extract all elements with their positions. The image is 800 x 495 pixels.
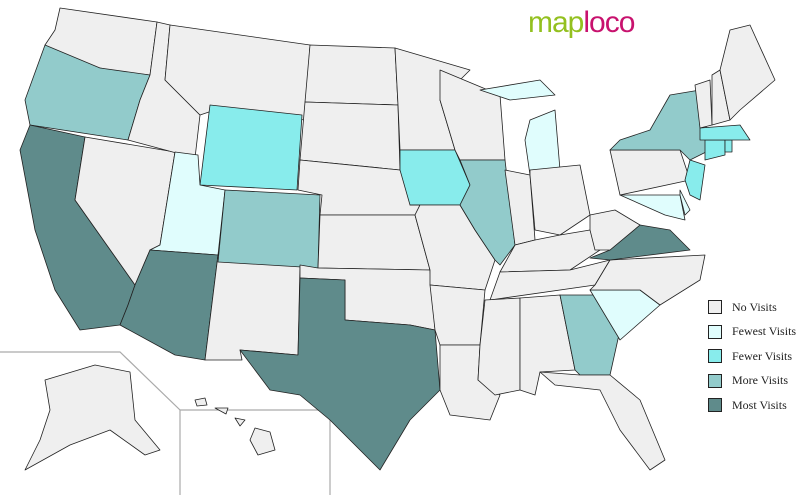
hawaii-inset-frame xyxy=(180,409,331,495)
state-ak[interactable] xyxy=(24,364,161,471)
legend-item-more: More Visits xyxy=(708,369,796,394)
state-nc[interactable] xyxy=(589,254,706,306)
state-hi[interactable] xyxy=(214,407,229,415)
state-oh[interactable] xyxy=(529,164,591,236)
state-nd[interactable] xyxy=(304,44,399,106)
state-ar[interactable] xyxy=(429,284,486,346)
state-md[interactable] xyxy=(619,194,686,221)
state-wv[interactable] xyxy=(589,209,641,251)
state-ms[interactable] xyxy=(477,297,521,396)
state-hi[interactable] xyxy=(234,417,246,427)
legend: No Visits Fewest Visits Fewer Visits More V… xyxy=(708,295,796,418)
legend-label: Most Visits xyxy=(732,397,787,412)
state-ri[interactable] xyxy=(724,139,733,153)
legend-swatch xyxy=(708,300,722,315)
legend-label: Fewer Visits xyxy=(732,348,793,363)
legend-label: No Visits xyxy=(732,299,777,314)
state-de[interactable] xyxy=(679,189,691,216)
state-ct[interactable] xyxy=(704,139,726,161)
legend-swatch xyxy=(708,398,722,413)
state-tx[interactable] xyxy=(239,277,441,471)
legend-item-fewer: Fewer Visits xyxy=(708,344,796,369)
legend-swatch xyxy=(708,373,722,388)
state-mi[interactable] xyxy=(479,79,556,101)
legend-label: Fewest Visits xyxy=(732,324,797,339)
state-wy[interactable] xyxy=(199,104,303,191)
state-hi[interactable] xyxy=(249,427,276,456)
state-hi[interactable] xyxy=(194,397,208,407)
state-sd[interactable] xyxy=(299,101,401,171)
state-fl[interactable] xyxy=(539,371,666,471)
maploco-logo: maploco xyxy=(528,6,635,39)
state-pa[interactable] xyxy=(609,149,691,196)
legend-item-most: Most Visits xyxy=(708,393,796,418)
legend-item-none: No Visits xyxy=(708,295,796,320)
legend-swatch xyxy=(708,349,722,364)
legend-item-fewest: Fewest Visits xyxy=(708,320,796,345)
state-nm[interactable] xyxy=(204,254,301,361)
state-ks[interactable] xyxy=(317,214,431,271)
state-me[interactable] xyxy=(719,24,776,121)
legend-label: More Visits xyxy=(732,373,789,388)
state-ma[interactable] xyxy=(699,124,751,141)
state-co[interactable] xyxy=(217,189,321,269)
alaska-inset-frame xyxy=(0,351,181,495)
state-nj[interactable] xyxy=(684,159,706,201)
legend-swatch xyxy=(708,324,722,339)
state-mi[interactable] xyxy=(524,109,561,176)
state-ny[interactable] xyxy=(609,89,711,161)
